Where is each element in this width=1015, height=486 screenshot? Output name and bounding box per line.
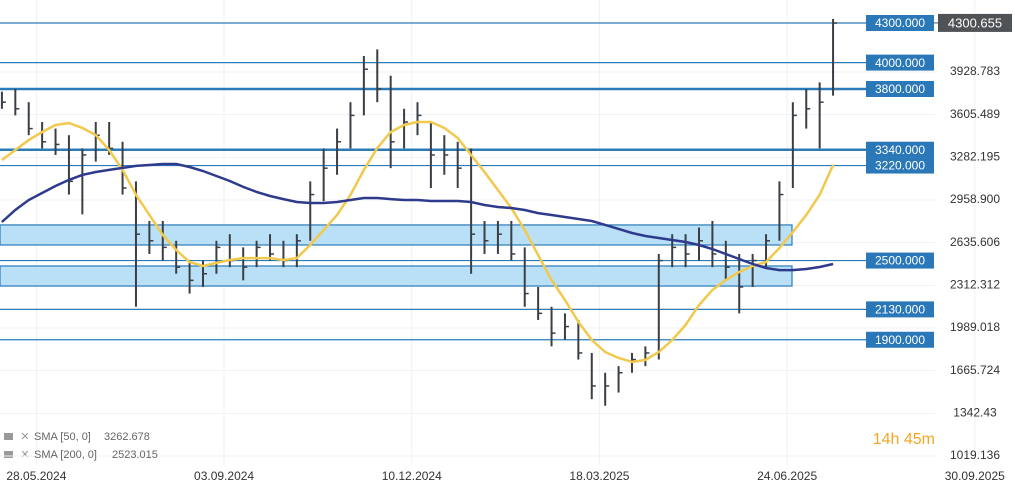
legend-icons: ✕ ✕ [4, 431, 30, 461]
current-price-box [938, 13, 1012, 32]
sma-line [1, 120, 835, 364]
price-bars [0, 19, 838, 406]
level-label-box [866, 157, 934, 174]
y-tick-label: 3928.783 [950, 64, 1000, 78]
level-label-box [866, 331, 934, 348]
y-tick-label: 2312.312 [950, 278, 1000, 292]
y-tick-label: 1665.724 [950, 363, 1000, 377]
zones [0, 224, 793, 287]
level-label-box [866, 141, 934, 158]
x-tick-label: 28.05.2024 [6, 469, 66, 483]
x-tick-label: 24.06.2025 [757, 469, 817, 483]
level-label-box [866, 15, 934, 32]
level-label-box [866, 301, 934, 318]
x-tick-label: 18.03.2025 [569, 469, 629, 483]
level-label-box [866, 252, 934, 269]
level-label: 2130.000 [875, 303, 925, 317]
y-tick-label: 1989.018 [950, 320, 1000, 334]
level-label: 1900.000 [875, 333, 925, 347]
legend-icon [4, 433, 13, 440]
y-tick-label: 3282.195 [950, 150, 1000, 164]
level-label: 3220.000 [875, 159, 925, 173]
level-label: 4300.000 [875, 16, 925, 30]
legend-value: 3262.678 [104, 431, 150, 443]
level-label-box [866, 54, 934, 71]
y-tick-label: 2958.900 [950, 192, 1000, 206]
level-label: 3800.000 [875, 82, 925, 96]
levels: 4300.000 4000.000 3800.000 3340.000 3220.000… [0, 15, 934, 348]
level-label: 3340.000 [875, 143, 925, 157]
x-tick-label: 03.09.2024 [194, 469, 254, 483]
zone [0, 265, 793, 287]
y-tick-label: 1019.136 [950, 448, 1000, 462]
y-tick-label: 2635.606 [950, 235, 1000, 249]
sma-line [1, 162, 834, 272]
legend-value: 2523.015 [112, 449, 158, 461]
y-tick-label: 1342.43 [953, 406, 997, 420]
legend-close: ✕ [20, 431, 29, 443]
legend-name: SMA [50, 0] [34, 431, 91, 443]
legend-close: ✕ [20, 449, 29, 461]
level-label: 2500.000 [875, 254, 925, 268]
axes: 3928.783 3605.489 3282.195 2958.900 2635.606… [6, 13, 1012, 483]
legend-name: SMA [200, 0] [34, 449, 97, 461]
level-label: 4000.000 [875, 56, 925, 70]
indicators [1, 120, 835, 364]
legend-icon [4, 451, 13, 458]
x-tick-label: 30.09.2025 [945, 469, 1005, 483]
timer: 14h 45m [873, 431, 935, 448]
x-tick-label: 10.12.2024 [382, 469, 442, 483]
level-label-box [866, 80, 934, 97]
zone [0, 224, 793, 246]
current-price-label: 4300.655 [948, 15, 1002, 30]
y-tick-label: 3605.489 [950, 107, 1000, 121]
